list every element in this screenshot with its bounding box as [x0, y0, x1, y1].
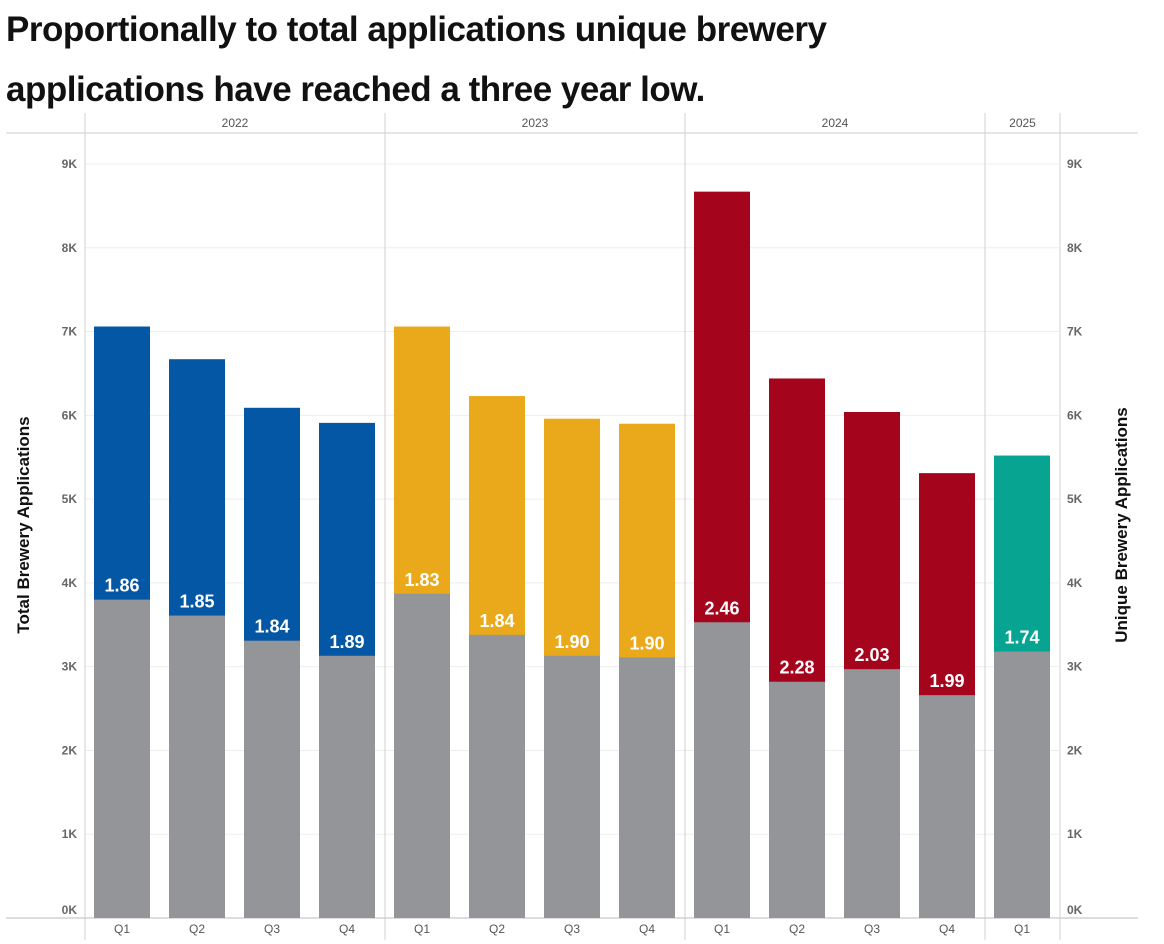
y-tick-label-right: 4K [1067, 576, 1083, 590]
unique-applications-bar [619, 657, 675, 918]
x-tick-label: Q4 [939, 922, 955, 936]
y-tick-label-right: 0K [1067, 903, 1083, 917]
ratio-data-label: 1.74 [1004, 628, 1039, 648]
ratio-data-label: 1.85 [179, 592, 214, 612]
unique-applications-bar [544, 655, 600, 918]
y-tick-label-right: 8K [1067, 241, 1083, 255]
year-label: 2022 [222, 116, 249, 130]
y-tick-label-right: 5K [1067, 492, 1083, 506]
x-tick-label: Q2 [789, 922, 805, 936]
ratio-data-label: 1.89 [329, 632, 364, 652]
x-tick-label: Q1 [414, 922, 430, 936]
y-tick-label-left: 6K [62, 408, 78, 422]
unique-applications-bar [844, 669, 900, 918]
unique-applications-bar [769, 681, 825, 918]
y-tick-label-left: 3K [62, 660, 78, 674]
x-tick-label: Q2 [489, 922, 505, 936]
ratio-data-label: 1.99 [929, 671, 964, 691]
y-tick-label-left: 4K [62, 576, 78, 590]
y-tick-label-left: 7K [62, 325, 78, 339]
y-tick-label-right: 1K [1067, 827, 1083, 841]
y-tick-label-right: 6K [1067, 408, 1083, 422]
ratio-data-label: 1.83 [404, 570, 439, 590]
ratio-data-label: 1.84 [254, 617, 289, 637]
y-tick-label-left: 1K [62, 827, 78, 841]
year-label: 2023 [522, 116, 549, 130]
year-label: 2025 [1009, 116, 1036, 130]
ratio-data-label: 2.46 [704, 598, 739, 618]
ratio-data-label: 1.86 [104, 576, 139, 596]
y-tick-label-right: 2K [1067, 743, 1083, 757]
y-tick-label-right: 7K [1067, 325, 1083, 339]
unique-applications-bar [319, 655, 375, 918]
y-tick-label-right: 3K [1067, 660, 1083, 674]
y-axis-title-right: Unique Brewery Applications [1112, 407, 1131, 643]
x-tick-label: Q1 [714, 922, 730, 936]
y-tick-label-left: 2K [62, 743, 78, 757]
unique-applications-bar [694, 622, 750, 918]
x-tick-label: Q2 [189, 922, 205, 936]
y-tick-label-right: 9K [1067, 157, 1083, 171]
year-label: 2024 [822, 116, 849, 130]
ratio-data-label: 1.84 [479, 611, 514, 631]
x-tick-label: Q3 [864, 922, 880, 936]
unique-applications-bar [94, 599, 150, 918]
unique-applications-bar [994, 651, 1050, 918]
unique-applications-bar [244, 640, 300, 918]
x-tick-label: Q3 [564, 922, 580, 936]
chart-title: Proportionally to total applications uni… [6, 0, 1156, 120]
y-tick-label-left: 0K [62, 903, 78, 917]
y-tick-label-left: 8K [62, 241, 78, 255]
ratio-data-label: 1.90 [554, 632, 589, 652]
ratio-data-label: 2.28 [779, 658, 814, 678]
x-tick-label: Q4 [639, 922, 655, 936]
y-axis-title-left: Total Brewery Applications [14, 416, 33, 633]
unique-applications-bar [919, 695, 975, 918]
x-tick-label: Q3 [264, 922, 280, 936]
x-tick-label: Q1 [1014, 922, 1030, 936]
ratio-data-label: 1.90 [629, 633, 664, 653]
chart-title-line-1: Proportionally to total applications uni… [6, 10, 827, 49]
x-tick-label: Q1 [114, 922, 130, 936]
x-tick-label: Q4 [339, 922, 355, 936]
y-tick-label-left: 5K [62, 492, 78, 506]
y-tick-label-left: 9K [62, 157, 78, 171]
unique-applications-bar [169, 615, 225, 918]
chart-title-line-2: applications have reached a three year l… [6, 70, 705, 109]
unique-applications-bar [394, 593, 450, 918]
unique-applications-bar [469, 634, 525, 918]
ratio-data-label: 2.03 [854, 645, 889, 665]
